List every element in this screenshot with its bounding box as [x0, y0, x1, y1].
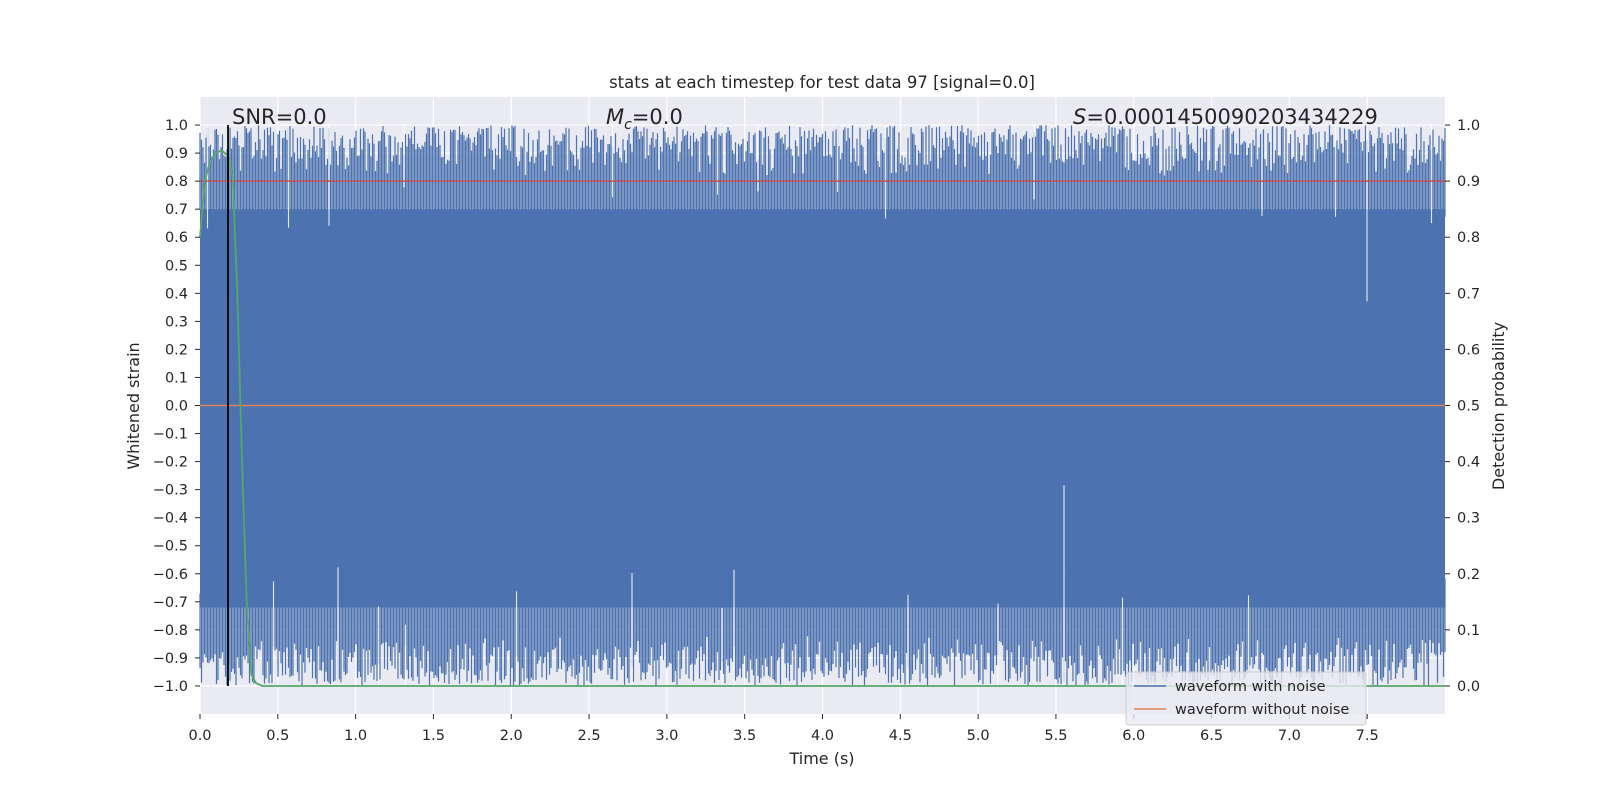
- noise-waveform-series: [199, 125, 1446, 686]
- s-symbol: S: [1073, 105, 1086, 129]
- right-tick-label: 0.9: [1457, 174, 1480, 190]
- s-value: =0.0001450090203434229: [1086, 105, 1378, 129]
- mc-annotation: Mc=0.0: [606, 105, 683, 133]
- x-tick-label: 2.0: [500, 728, 523, 744]
- mc-subscript: c: [624, 117, 632, 133]
- left-tick-label: −0.3: [153, 483, 188, 499]
- chart-title: stats at each timestep for test data 97 …: [609, 73, 1035, 92]
- left-tick-label: 0.8: [165, 174, 188, 190]
- right-y-axis-ticks: 1.0 0.9 0.8 0.7 0.6 0.5 0.4 0.3 0.2 0.1 0.0: [1445, 118, 1480, 695]
- x-tick-label: 0.5: [266, 728, 289, 744]
- x-tick-label: 5.5: [1044, 728, 1067, 744]
- left-tick-label: 0.0: [165, 399, 188, 415]
- left-tick-label: 0.9: [165, 146, 188, 162]
- x-tick-label: 1.0: [344, 728, 367, 744]
- x-tick-label: 6.0: [1122, 728, 1145, 744]
- left-tick-label: 0.5: [165, 258, 188, 274]
- left-y-axis-ticks: 1.0 0.9 0.8 0.7 0.6 0.5 0.4 0.3 0.2 0.1 0.0 −0.1 −0.…: [153, 118, 200, 695]
- x-tick-label: 7.0: [1278, 728, 1301, 744]
- right-y-axis-label: Detection probability: [1489, 322, 1508, 490]
- left-tick-label: −0.6: [153, 567, 188, 583]
- x-tick-label: 7.5: [1356, 728, 1379, 744]
- left-tick-label: −0.5: [153, 539, 188, 555]
- right-tick-label: 0.2: [1457, 567, 1480, 583]
- left-y-axis-label: Whitened strain: [124, 342, 143, 469]
- left-tick-label: 0.6: [165, 230, 188, 246]
- right-tick-label: 0.6: [1457, 342, 1480, 358]
- x-tick-label: 3.0: [655, 728, 678, 744]
- right-tick-label: 0.0: [1457, 679, 1480, 695]
- right-tick-label: 0.8: [1457, 230, 1480, 246]
- left-tick-label: 1.0: [165, 118, 188, 134]
- legend: waveform with noise waveform without noi…: [1125, 671, 1367, 726]
- noise-waveform-core-band: [200, 209, 1445, 608]
- right-tick-label: 0.7: [1457, 286, 1480, 302]
- x-tick-label: 1.5: [422, 728, 445, 744]
- right-tick-label: 1.0: [1457, 118, 1480, 134]
- x-tick-label: 6.5: [1200, 728, 1223, 744]
- x-tick-label: 3.5: [733, 728, 756, 744]
- left-tick-label: 0.4: [165, 286, 188, 302]
- right-tick-label: 0.5: [1457, 399, 1480, 415]
- left-tick-label: −0.7: [153, 595, 188, 611]
- left-tick-label: −0.4: [153, 511, 188, 527]
- right-tick-label: 0.4: [1457, 455, 1480, 471]
- left-tick-label: 0.1: [165, 370, 188, 386]
- x-tick-label: 4.0: [811, 728, 834, 744]
- legend-box: [1125, 671, 1367, 726]
- overlay-lines: [199, 125, 1445, 687]
- left-tick-label: −0.9: [153, 651, 188, 667]
- legend-label-clean: waveform without noise: [1175, 702, 1349, 718]
- left-tick-label: 0.7: [165, 202, 188, 218]
- right-tick-label: 0.1: [1457, 623, 1480, 639]
- mc-symbol: M: [606, 105, 624, 129]
- x-tick-label: 4.5: [889, 728, 912, 744]
- x-tick-label: 0.0: [188, 728, 211, 744]
- mc-value: =0.0: [632, 105, 683, 129]
- left-tick-label: −0.8: [153, 623, 188, 639]
- left-tick-label: −0.1: [153, 427, 188, 443]
- left-tick-label: −1.0: [153, 679, 188, 695]
- x-tick-label: 2.5: [578, 728, 601, 744]
- left-tick-label: −0.2: [153, 455, 188, 471]
- snr-annotation: SNR=0.0: [232, 105, 327, 129]
- right-tick-label: 0.3: [1457, 511, 1480, 527]
- left-tick-label: 0.2: [165, 342, 188, 358]
- s-annotation: S=0.0001450090203434229: [1073, 105, 1378, 129]
- detection-probability-line: [199, 149, 1445, 687]
- x-tick-label: 5.0: [967, 728, 990, 744]
- left-tick-label: 0.3: [165, 314, 188, 330]
- x-axis-label: Time (s): [788, 749, 854, 768]
- legend-label-noise: waveform with noise: [1175, 679, 1326, 695]
- noise-waveform-gaps: [206, 125, 1433, 686]
